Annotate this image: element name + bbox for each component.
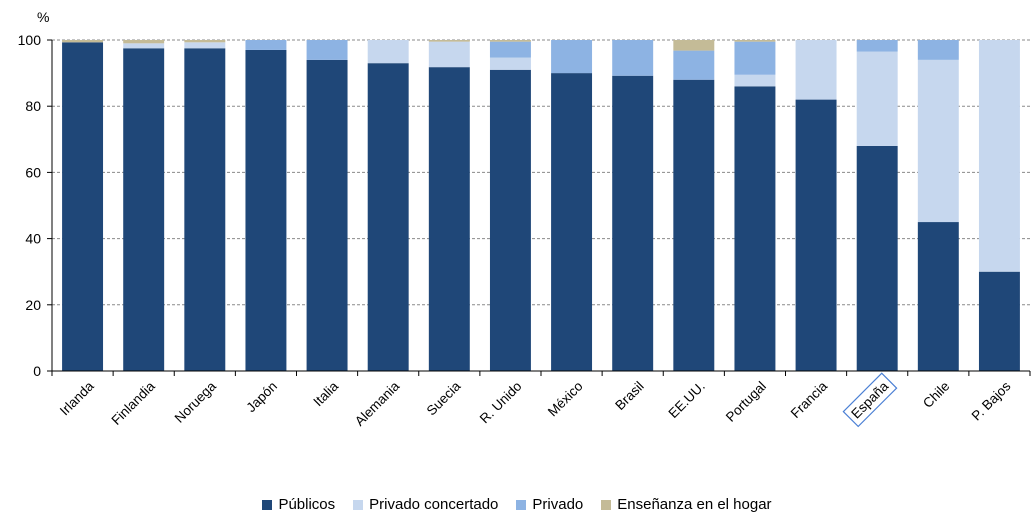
legend-swatch [262, 499, 273, 510]
x-category-label: Francia [788, 378, 831, 421]
y-tick-label: 20 [25, 297, 41, 313]
bar-segment [306, 40, 348, 60]
stacked-bar-chart: % 0 20 40 60 80 100 Irlanda Finlandia Noruega Ja… [18, 9, 1031, 429]
y-axis-label: % [37, 9, 49, 25]
x-category-label: P. Bajos [969, 378, 1014, 423]
bar-segment [367, 40, 409, 64]
x-category-label: Italia [310, 378, 341, 409]
bar-segment [673, 50, 715, 80]
x-category-label: Chile [920, 379, 952, 411]
legend-item: Privado [516, 496, 583, 513]
y-tick-label: 100 [18, 32, 42, 48]
bar-segment [612, 75, 654, 372]
legend-item: Públicos [262, 496, 335, 513]
bar-segment [856, 51, 898, 146]
y-tick-label: 60 [25, 164, 41, 180]
bar-segment [306, 59, 348, 372]
bar-segment [62, 40, 104, 43]
bar-segment [978, 271, 1020, 371]
highlight-box [842, 372, 898, 428]
bar-segment [856, 145, 898, 371]
x-category-label: Irlanda [57, 378, 97, 418]
bar-segment [795, 99, 837, 371]
x-category-label: Brasil [612, 379, 646, 413]
bar-segment [489, 40, 531, 42]
bar-segment [551, 73, 593, 371]
bar-segment [428, 67, 470, 371]
legend: Públicos Privado concertado Privado Enseñan… [0, 496, 1034, 513]
bar-segment [734, 86, 776, 371]
bar-segment [245, 49, 287, 372]
legend-swatch [601, 499, 612, 510]
bar-segment [917, 222, 959, 371]
bar-segment [489, 57, 531, 70]
bar-segment [734, 41, 776, 75]
axes [51, 40, 1031, 376]
bar-segment [489, 41, 531, 58]
bar-segment [734, 40, 776, 42]
bar-segment [612, 40, 654, 76]
y-tick-label: 80 [25, 98, 41, 114]
bar-segment [245, 40, 287, 50]
x-category-label: Japón [243, 379, 280, 416]
bar-segment [184, 48, 226, 372]
y-tick-labels: 0 20 40 60 80 100 [18, 32, 52, 379]
legend-label: Privado concertado [369, 496, 499, 513]
legend-label: Públicos [278, 496, 336, 513]
bar-segment [184, 42, 226, 49]
legend-label: Enseñanza en el hogar [617, 496, 772, 513]
bars [62, 40, 1020, 372]
x-category-label: Portugal [723, 379, 769, 425]
bar-segment [123, 43, 165, 49]
bar-segment [428, 40, 470, 42]
x-category-label: Suecia [424, 378, 464, 418]
bar-segment [123, 48, 165, 372]
y-tick-label: 0 [33, 363, 41, 379]
bar-segment [489, 69, 531, 371]
legend-swatch [353, 499, 364, 510]
legend-swatch [516, 499, 527, 510]
bar-segment [367, 63, 409, 372]
bar-segment [184, 40, 226, 43]
bar-segment [978, 40, 1020, 272]
bar-segment [673, 40, 715, 51]
y-tick-label: 40 [25, 231, 41, 247]
legend-item: Privado concertado [353, 496, 498, 513]
x-category-label: R. Unido [477, 379, 525, 427]
x-category-label: México [545, 379, 586, 420]
bar-segment [795, 40, 837, 100]
bar-segment [673, 79, 715, 371]
bar-segment [856, 40, 898, 52]
x-category-label: EE.UU. [665, 379, 707, 421]
x-category-label: Noruega [172, 378, 220, 426]
bar-segment [123, 40, 165, 44]
legend-item: Enseñanza en el hogar [601, 496, 772, 513]
bar-segment [917, 59, 959, 223]
legend-label: Privado [532, 496, 584, 513]
bar-segment [551, 40, 593, 74]
x-category-labels: Irlanda Finlandia Noruega Japón Italia Aleman… [57, 372, 1014, 429]
bar-segment [917, 40, 959, 60]
bar-segment [428, 41, 470, 68]
bar-segment [734, 74, 776, 87]
x-category-label: Finlandia [108, 378, 158, 428]
bar-segment [62, 42, 104, 371]
x-category-label: Alemania [352, 378, 403, 429]
